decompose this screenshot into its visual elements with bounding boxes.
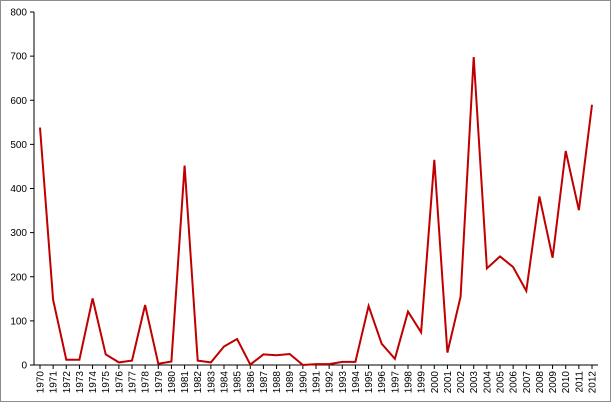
- x-tick-label: 1988: [272, 371, 283, 394]
- data-point: [170, 360, 172, 362]
- x-tick-label: 2002: [456, 371, 467, 394]
- x-tick-label: 2000: [430, 371, 441, 394]
- y-tick-label: 800: [10, 8, 27, 19]
- x-tick-label: 2008: [535, 371, 546, 394]
- data-point: [512, 266, 514, 268]
- data-point: [407, 311, 409, 313]
- data-point: [446, 352, 448, 354]
- x-tick-label: 1976: [114, 371, 125, 394]
- x-tick-label: 1991: [312, 371, 323, 394]
- data-point: [249, 364, 251, 366]
- data-point: [65, 359, 67, 361]
- data-point: [591, 104, 593, 106]
- data-point: [486, 267, 488, 269]
- x-tick-label: 2007: [522, 371, 533, 394]
- x-tick-label: 1970: [36, 371, 47, 394]
- data-point: [525, 290, 527, 292]
- x-tick-label: 1989: [285, 371, 296, 394]
- series-line: [39, 56, 593, 367]
- x-tick-label: 1980: [167, 371, 178, 394]
- x-tick-label: 2005: [496, 371, 507, 394]
- x-tick-label: 1981: [180, 371, 191, 394]
- x-tick-label: 1977: [128, 371, 139, 394]
- x-tick-label: 1974: [88, 371, 99, 394]
- x-tick-label: 1995: [364, 371, 375, 394]
- x-tick-label: 1972: [62, 371, 73, 394]
- data-point: [315, 363, 317, 365]
- x-tick-label: 2011: [574, 371, 585, 393]
- x-tick-label: 2006: [509, 371, 520, 394]
- data-point: [460, 296, 462, 298]
- x-tick-label: 2001: [443, 371, 454, 394]
- x-tick-label: 1986: [246, 371, 257, 394]
- data-point: [210, 361, 212, 363]
- x-tick-label: 1996: [377, 371, 388, 394]
- data-point: [552, 257, 554, 259]
- x-tick-label: 1979: [154, 371, 165, 394]
- data-point: [276, 354, 278, 356]
- data-point: [105, 353, 107, 355]
- data-point: [262, 353, 264, 355]
- data-point: [538, 195, 540, 197]
- data-point: [157, 363, 159, 365]
- x-tick-label: 1984: [220, 371, 231, 394]
- data-point: [289, 353, 291, 355]
- x-tick-label: 1987: [259, 371, 270, 394]
- data-point: [420, 331, 422, 333]
- x-tick-label: 1978: [141, 371, 152, 394]
- x-tick-label: 1999: [417, 371, 428, 394]
- x-tick-label: 1973: [75, 371, 86, 394]
- data-point: [131, 360, 133, 362]
- x-tick-label: 2004: [482, 371, 493, 394]
- x-tick-label: 2003: [469, 371, 480, 394]
- data-point: [499, 255, 501, 257]
- data-point: [144, 304, 146, 306]
- x-tick-label: 1983: [206, 371, 217, 394]
- data-point: [381, 343, 383, 345]
- data-point: [328, 363, 330, 365]
- x-tick-label: 2012: [588, 371, 599, 394]
- data-point: [52, 299, 54, 301]
- x-tick-label: 1975: [101, 371, 112, 394]
- y-tick-label: 400: [10, 184, 27, 195]
- x-tick-label: 1994: [351, 371, 362, 394]
- data-point: [341, 361, 343, 363]
- x-tick-label: 1992: [325, 371, 336, 394]
- data-point: [433, 159, 435, 161]
- y-tick-label: 100: [10, 316, 27, 327]
- x-tick-label: 1997: [390, 371, 401, 394]
- data-point: [354, 361, 356, 363]
- y-tick-label: 700: [10, 52, 27, 63]
- data-point: [197, 360, 199, 362]
- data-point: [565, 150, 567, 152]
- data-point: [92, 297, 94, 299]
- data-point: [223, 345, 225, 347]
- y-tick-label: 600: [10, 96, 27, 107]
- data-point: [302, 364, 304, 366]
- x-tick-label: 1993: [338, 371, 349, 394]
- x-tick-label: 2010: [561, 371, 572, 394]
- data-point: [118, 361, 120, 363]
- y-tick-label: 300: [10, 228, 27, 239]
- data-point: [578, 209, 580, 211]
- x-tick-label: 1982: [193, 371, 204, 394]
- x-tick-label: 2009: [548, 371, 559, 394]
- data-point: [473, 56, 475, 58]
- data-point: [78, 359, 80, 361]
- data-point: [39, 127, 41, 129]
- x-tick-label: 1998: [404, 371, 415, 394]
- y-tick-label: 0: [21, 361, 27, 372]
- data-point: [368, 305, 370, 307]
- x-tick-label: 1971: [49, 371, 60, 394]
- y-tick-label: 200: [10, 272, 27, 283]
- data-point: [184, 165, 186, 167]
- data-point: [394, 358, 396, 360]
- x-tick-label: 1990: [298, 371, 309, 394]
- data-point: [236, 338, 238, 340]
- x-tick-label: 1985: [233, 371, 244, 394]
- y-tick-label: 500: [10, 140, 27, 151]
